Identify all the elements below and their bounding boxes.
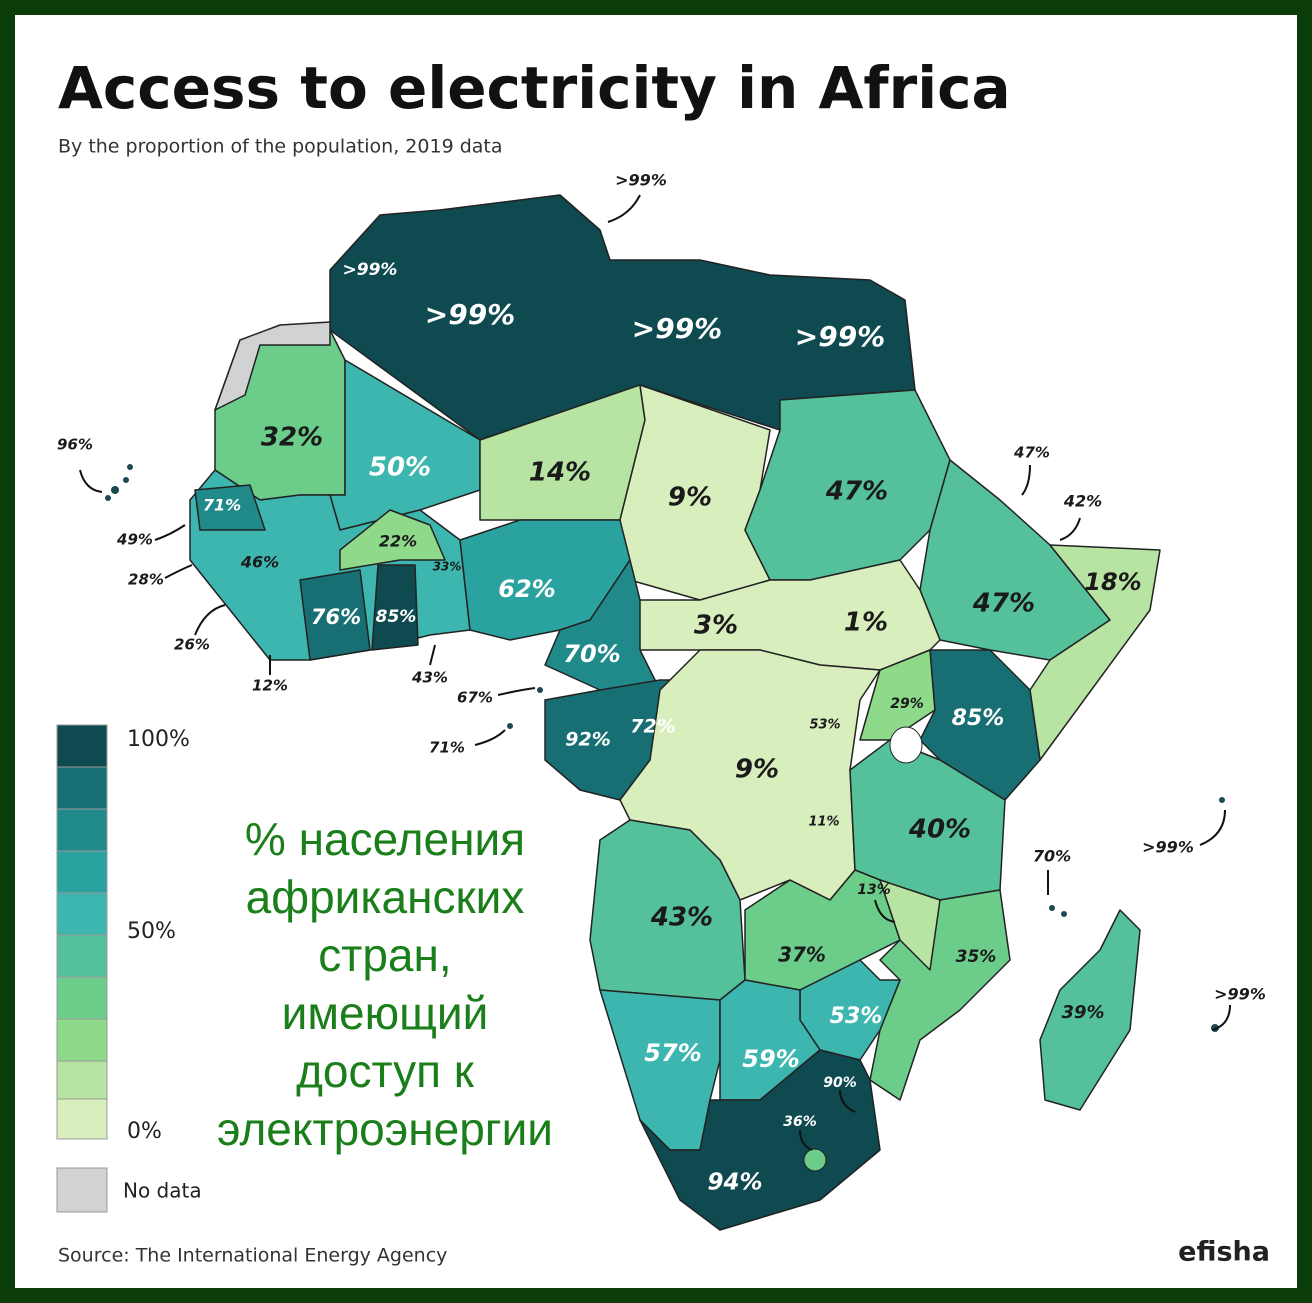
legend-swatch bbox=[56, 766, 108, 810]
country-label: 26% bbox=[174, 636, 210, 654]
country-label: 70% bbox=[563, 640, 620, 668]
country-label: 14% bbox=[529, 458, 591, 488]
country-label: 53% bbox=[809, 718, 840, 733]
country-label: 47% bbox=[972, 589, 1035, 619]
country-label: 71% bbox=[203, 496, 241, 515]
cote-divoire bbox=[299, 569, 371, 661]
legend-swatch bbox=[56, 892, 108, 936]
country-label: 76% bbox=[311, 605, 361, 629]
legend-label: No data bbox=[123, 1179, 202, 1203]
legend-label: 50% bbox=[127, 919, 176, 944]
country-label: 72% bbox=[630, 716, 675, 738]
legend-swatch bbox=[56, 934, 108, 978]
map-labels: >99% >99% >99% >99% >99% 96% 32% 50% 14% 9% 47% 47%… bbox=[57, 171, 1266, 1196]
country-label: 94% bbox=[707, 1170, 762, 1196]
country-label: 36% bbox=[783, 1114, 817, 1130]
country-label: 42% bbox=[1063, 492, 1102, 511]
south-africa bbox=[639, 1049, 881, 1231]
country-label: 11% bbox=[808, 815, 839, 830]
country-label: >99% bbox=[615, 171, 667, 190]
country-label: 70% bbox=[1033, 847, 1071, 866]
legend-swatch-no-data bbox=[56, 1167, 108, 1213]
lesotho bbox=[803, 1148, 827, 1172]
legend: 100% 50% 0% No data bbox=[56, 724, 202, 1213]
country-label: 50% bbox=[369, 453, 431, 483]
arrows bbox=[79, 194, 1231, 1151]
map bbox=[79, 194, 1231, 1231]
country-label: 39% bbox=[1061, 1002, 1104, 1023]
subtitle: By the proportion of the population, 201… bbox=[58, 136, 503, 158]
country-label: 35% bbox=[956, 947, 997, 967]
country-label: 22% bbox=[379, 532, 417, 551]
caption-line: имеющий bbox=[282, 987, 489, 1039]
legend-swatch bbox=[56, 1060, 108, 1100]
country-label: 85% bbox=[952, 706, 1005, 731]
lake-victoria bbox=[889, 726, 923, 764]
country-label: >99% bbox=[632, 312, 722, 345]
country-label: >99% bbox=[1142, 838, 1194, 857]
caption-line: стран, bbox=[318, 929, 451, 981]
country-label: 57% bbox=[644, 1039, 701, 1067]
caption-line: % населения bbox=[245, 813, 525, 865]
madagascar bbox=[1039, 909, 1141, 1111]
country-label: 96% bbox=[57, 436, 93, 454]
country-label: 37% bbox=[778, 943, 826, 967]
country-label: 53% bbox=[830, 1004, 883, 1029]
country-label: 1% bbox=[844, 608, 888, 638]
country-label: 12% bbox=[252, 677, 288, 695]
country-label: 59% bbox=[742, 1045, 799, 1073]
country-label: 43% bbox=[411, 669, 448, 687]
burkina-faso bbox=[339, 509, 446, 571]
caption-line: электроэнергии bbox=[217, 1103, 553, 1155]
country-label: 46% bbox=[240, 553, 279, 572]
country-label: 90% bbox=[823, 1075, 857, 1091]
country-label: 92% bbox=[565, 729, 610, 751]
brand: efisha bbox=[1178, 1237, 1270, 1268]
country-label: 28% bbox=[128, 571, 164, 589]
country-label: 47% bbox=[825, 477, 888, 507]
country-label: 47% bbox=[1013, 444, 1050, 462]
legend-swatch bbox=[56, 850, 108, 894]
legend-label: 0% bbox=[127, 1119, 162, 1144]
country-label: 62% bbox=[498, 575, 555, 603]
caption-line: доступ к bbox=[296, 1045, 475, 1097]
country-label: 3% bbox=[694, 611, 738, 641]
country-label: >99% bbox=[343, 260, 398, 280]
angola bbox=[589, 819, 746, 1001]
country-label: 33% bbox=[433, 560, 462, 574]
source: Source: The International Energy Agency bbox=[58, 1245, 447, 1267]
caption-line: африканских bbox=[246, 871, 525, 923]
country-label: >99% bbox=[425, 298, 515, 331]
legend-label: 100% bbox=[127, 727, 190, 752]
country-label: >99% bbox=[1214, 985, 1266, 1004]
title: Access to electricity in Africa bbox=[58, 54, 1011, 122]
legend-swatch bbox=[56, 724, 108, 768]
legend-swatch bbox=[56, 808, 108, 852]
country-label: 9% bbox=[668, 483, 712, 513]
country-label: 85% bbox=[376, 607, 417, 627]
overlay-caption: % населения африканских стран, имеющий досту… bbox=[217, 813, 553, 1155]
country-label: 71% bbox=[429, 739, 465, 757]
country-label: 43% bbox=[650, 903, 713, 933]
legend-swatch bbox=[56, 1018, 108, 1062]
legend-swatch bbox=[56, 976, 108, 1020]
western-sahara bbox=[214, 321, 331, 411]
country-label: 13% bbox=[857, 882, 891, 898]
country-label: 29% bbox=[890, 696, 924, 712]
country-label: 67% bbox=[457, 689, 493, 707]
country-label: 9% bbox=[735, 755, 779, 785]
country-label: 32% bbox=[261, 423, 323, 453]
legend-swatch bbox=[56, 1098, 108, 1140]
country-label: 18% bbox=[1084, 568, 1141, 596]
malawi bbox=[879, 879, 941, 971]
ghana bbox=[371, 564, 419, 651]
country-label: 40% bbox=[908, 815, 971, 845]
country-label: 49% bbox=[116, 531, 153, 549]
senegal bbox=[194, 484, 266, 531]
uganda bbox=[859, 649, 936, 741]
country-label: >99% bbox=[795, 320, 885, 353]
